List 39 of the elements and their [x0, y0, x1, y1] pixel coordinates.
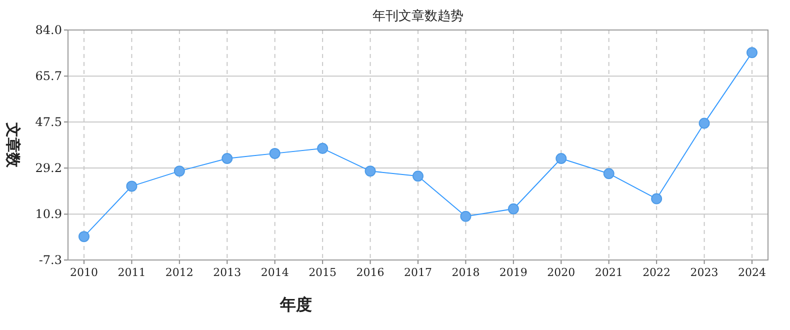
point: [174, 166, 185, 177]
x-tick-label: 2015: [308, 266, 337, 279]
point: [556, 152, 567, 164]
x-axis-title: 年度: [279, 295, 312, 314]
point: [78, 231, 90, 242]
point: [460, 210, 472, 222]
x-tick-label: 2016: [356, 266, 384, 279]
point: [603, 168, 614, 180]
chart-title: 年刊文章数趋势: [372, 9, 464, 24]
y-tick-label: 65.7: [35, 69, 62, 84]
y-tick-label: 10.9: [35, 207, 62, 222]
y-axis-title: 文章数: [4, 122, 22, 168]
x-tick-label: 2012: [165, 266, 194, 279]
y-tick-label: -7.3: [38, 253, 62, 267]
x-tick-label: 2024: [738, 266, 766, 279]
x-tick-label: 2018: [452, 266, 480, 279]
y-tick-label: 29.2: [35, 161, 62, 176]
point: [651, 193, 662, 204]
point: [508, 203, 519, 214]
y-tick-label: 47.5: [35, 114, 62, 129]
x-tick-label: 2014: [260, 266, 289, 279]
x-tick-label: 2021: [594, 266, 623, 279]
point: [412, 170, 424, 182]
x-tick-label: 2022: [642, 266, 671, 279]
x-tick-label: 2017: [404, 266, 432, 279]
x-tick-label: 2010: [70, 266, 98, 279]
x-tick-label: 2011: [118, 266, 146, 279]
point: [222, 152, 233, 164]
x-tick-label: 2020: [547, 266, 576, 279]
point: [746, 47, 758, 58]
point: [698, 118, 710, 129]
point: [364, 166, 376, 177]
x-tick-label: 2023: [690, 266, 718, 279]
point: [317, 142, 328, 154]
point: [126, 180, 138, 192]
x-tick-label: 2013: [213, 266, 242, 279]
y-tick-label: 84.0: [35, 23, 62, 37]
point: [269, 148, 280, 159]
x-tick-label: 2019: [499, 266, 528, 279]
